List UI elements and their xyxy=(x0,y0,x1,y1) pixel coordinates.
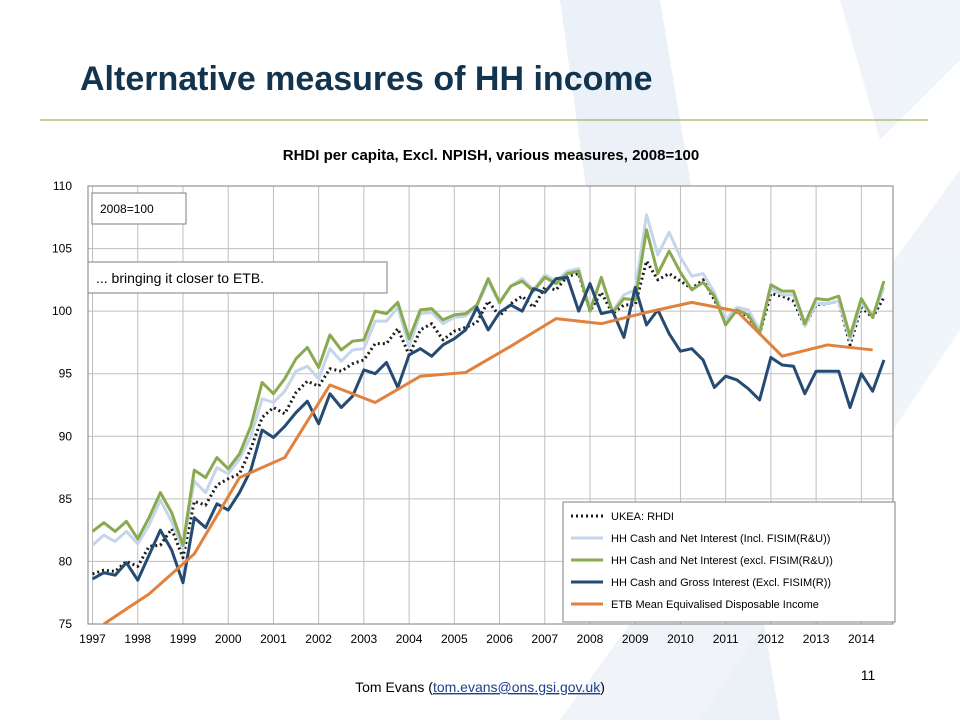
x-tick-label: 2011 xyxy=(713,632,739,646)
legend-label: ETB Mean Equivalised Disposable Income xyxy=(611,599,819,611)
plot-border xyxy=(87,185,894,625)
footer: Tom Evans (tom.evans@ons.gsi.gov.uk) xyxy=(355,679,605,695)
legend-label: HH Cash and Net Interest (Incl. FISIM(R&… xyxy=(611,533,830,545)
y-tick-label: 75 xyxy=(59,617,73,631)
plot: 75 80 85 90 95 100 105 110 1997 1998 1999 2000 2001 2… xyxy=(52,179,896,646)
series-line xyxy=(103,300,873,624)
chart-title: RHDI per capita, Excl. NPISH, various me… xyxy=(283,147,699,164)
x-tick-label: 2010 xyxy=(667,632,694,646)
x-tick-label: 2006 xyxy=(486,632,513,646)
annotation-box xyxy=(91,192,187,225)
legend-label: UKEA: RHDI xyxy=(611,511,674,523)
x-tick-label: 2004 xyxy=(396,632,423,646)
footer-prefix: Tom Evans ( xyxy=(355,679,433,695)
y-tick-label: 90 xyxy=(59,429,73,443)
annotation: 2008=100 xyxy=(100,202,154,216)
x-tick-label: 2002 xyxy=(305,632,332,646)
series-line xyxy=(91,228,886,547)
y-tick-label: 105 xyxy=(52,242,72,256)
x-tick-label: 1997 xyxy=(79,632,106,646)
annotation-box xyxy=(87,261,388,294)
y-tick-label: 80 xyxy=(59,554,73,568)
annotation: ... bringing it closer to ETB. xyxy=(96,270,264,286)
y-tick-label: 95 xyxy=(59,367,73,381)
slide-title: Alternative measures of HH income xyxy=(80,60,653,98)
x-tick-label: 2012 xyxy=(758,632,785,646)
x-tick-label: 1998 xyxy=(124,632,151,646)
y-tick-label: 110 xyxy=(53,179,72,193)
series-line xyxy=(91,275,886,585)
x-tick-label: 2009 xyxy=(622,632,649,646)
x-tick-label: 2008 xyxy=(577,632,604,646)
legend-box xyxy=(562,501,896,623)
footer-email[interactable]: tom.evans@ons.gsi.gov.uk xyxy=(433,679,601,695)
watermark-stroke xyxy=(840,0,960,140)
x-tick-label: 2005 xyxy=(441,632,468,646)
x-tick-label: 2001 xyxy=(260,632,287,646)
x-tick-label: 2000 xyxy=(215,632,242,646)
x-tick-label: 2013 xyxy=(803,632,830,646)
legend-label: HH Cash and Net Interest (excl. FISIM(R&… xyxy=(611,555,833,567)
footer-suffix: ) xyxy=(600,679,605,695)
y-tick-label: 100 xyxy=(52,304,72,318)
x-tick-label: 2014 xyxy=(848,632,875,646)
x-tick-label: 2007 xyxy=(531,632,558,646)
y-tick-label: 85 xyxy=(59,492,73,506)
x-tick-label: 1999 xyxy=(170,632,197,646)
page-number: 11 xyxy=(861,667,876,683)
x-tick-label: 2003 xyxy=(351,632,378,646)
legend-label: HH Cash and Gross Interest (Excl. FISIM(… xyxy=(611,577,831,589)
